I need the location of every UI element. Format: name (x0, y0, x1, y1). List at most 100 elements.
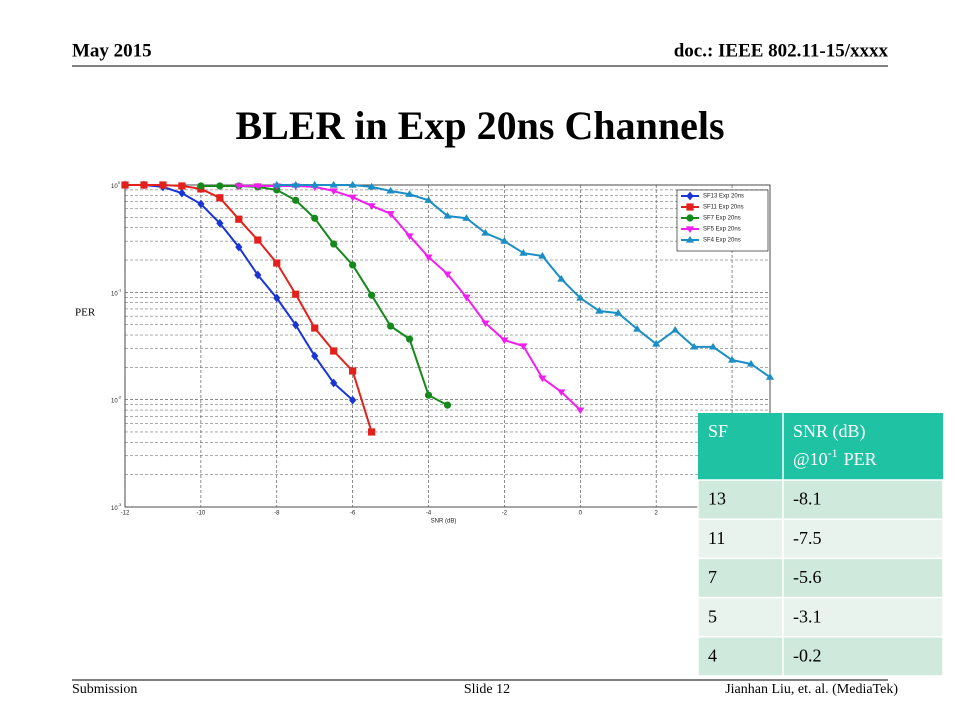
table-row-bg (697, 557, 944, 599)
y-tick-exponent: -1 (118, 287, 122, 292)
marker (576, 407, 585, 415)
marker (595, 306, 604, 314)
table-cell: -8.1 (793, 489, 822, 509)
marker (273, 293, 281, 303)
legend-label: SF13 Exp 20ns (703, 194, 744, 200)
marker (614, 309, 623, 316)
marker (686, 214, 694, 222)
x-tick-label: 0 (579, 511, 583, 517)
marker (386, 186, 395, 194)
marker (254, 236, 262, 244)
marker (197, 199, 205, 209)
marker (311, 351, 319, 361)
marker (500, 237, 509, 244)
marker (235, 215, 243, 223)
marker (538, 375, 547, 383)
legend-label: SF5 Exp 20ns (703, 227, 741, 233)
marker (500, 337, 509, 345)
marker (405, 233, 414, 241)
marker (329, 188, 338, 196)
marker (686, 191, 694, 201)
y-tick-label: 10-3 (111, 502, 122, 512)
marker (311, 324, 319, 332)
slide-title: BLER in Exp 20ns Channels (235, 103, 724, 148)
marker (348, 180, 357, 188)
table-header-cell: SNR (dB) (793, 421, 866, 442)
marker (671, 325, 680, 333)
plot-area (124, 184, 771, 508)
y-tick-exponent: -2 (118, 395, 122, 400)
marker (690, 342, 699, 350)
x-tick-label: 2 (655, 511, 659, 517)
marker (121, 181, 129, 189)
y-tick-label: 10-1 (111, 287, 122, 297)
marker (386, 211, 395, 218)
marker (386, 322, 395, 330)
marker (538, 251, 547, 259)
table-cell: 11 (708, 528, 725, 548)
marker (652, 339, 661, 347)
marker (159, 181, 167, 189)
marker (330, 347, 338, 355)
header-end: PER (844, 449, 877, 469)
marker (576, 293, 585, 301)
table-row-bg (697, 596, 944, 638)
marker (462, 294, 471, 302)
table-header-cell: @10-1 PER (793, 446, 877, 469)
x-tick-label: -12 (121, 511, 130, 517)
marker (292, 320, 300, 330)
table-cell: 7 (708, 567, 717, 587)
footer-left: Submission (72, 682, 137, 697)
marker (349, 261, 357, 269)
table-cell: -0.2 (793, 646, 822, 666)
marker (349, 367, 357, 375)
legend-label: SF11 Exp 20ns (703, 205, 744, 211)
table-header-cell: SF (708, 421, 728, 441)
marker (329, 180, 338, 188)
marker (405, 190, 414, 197)
marker (367, 203, 376, 210)
x-axis-label: SNR (dB) (431, 519, 457, 525)
table-cell: 4 (708, 646, 717, 666)
header-base: @10 (793, 449, 828, 469)
y-tick-base: 10 (111, 506, 118, 512)
table-cell: -7.5 (793, 528, 822, 548)
marker (685, 226, 695, 234)
y-tick-exponent: -3 (118, 502, 122, 507)
y-tick-label: 100 (111, 180, 121, 190)
date: May 2015 (72, 40, 152, 61)
marker (330, 378, 338, 388)
marker (557, 274, 566, 282)
marker (708, 342, 718, 350)
footer-right: Jianhan Liu, et. al. (MediaTek) (725, 682, 898, 697)
marker (765, 373, 775, 380)
marker (443, 401, 452, 409)
y-tick-label: 10-2 (111, 395, 122, 405)
x-tick-label: -6 (350, 511, 356, 517)
marker (727, 355, 737, 363)
table-row-bg (697, 518, 944, 560)
marker (330, 240, 338, 248)
marker (254, 270, 262, 280)
x-tick-label: -2 (502, 511, 508, 517)
marker (686, 203, 694, 211)
marker (424, 196, 433, 203)
y-tick-base: 10 (111, 291, 118, 297)
marker (405, 335, 414, 343)
marker (140, 181, 148, 189)
marker (481, 228, 490, 236)
marker (253, 183, 262, 191)
marker (424, 254, 433, 262)
table-cell: -3.1 (793, 606, 822, 626)
marker (292, 196, 300, 204)
marker (310, 180, 319, 188)
table-cell: 5 (708, 606, 717, 626)
marker (443, 211, 452, 219)
doc-id: doc.: IEEE 802.11-15/xxxx (674, 40, 889, 61)
header-sup: -1 (828, 446, 838, 460)
marker (272, 180, 281, 188)
marker (746, 359, 756, 367)
marker (216, 218, 224, 228)
